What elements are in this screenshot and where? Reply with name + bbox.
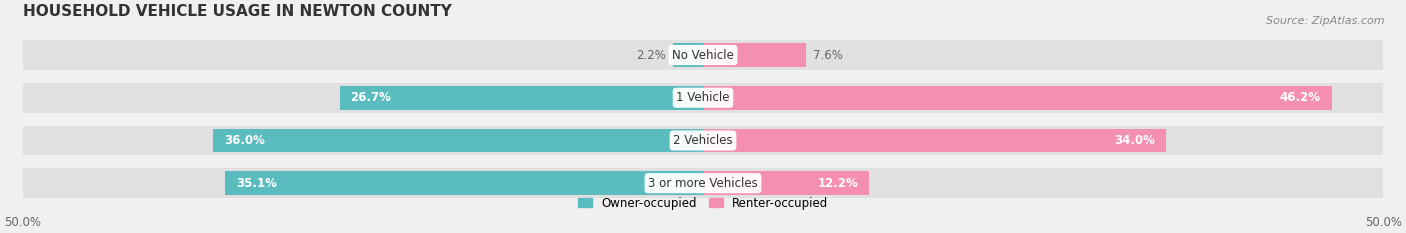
Text: 3 or more Vehicles: 3 or more Vehicles	[648, 177, 758, 190]
Text: 1 Vehicle: 1 Vehicle	[676, 91, 730, 104]
Text: 12.2%: 12.2%	[817, 177, 858, 190]
Text: 34.0%: 34.0%	[1114, 134, 1154, 147]
Bar	[22, 126, 1384, 155]
Bar	[214, 129, 703, 152]
Text: 36.0%: 36.0%	[224, 134, 264, 147]
Text: 46.2%: 46.2%	[1279, 91, 1320, 104]
Bar	[703, 86, 1331, 110]
Text: Source: ZipAtlas.com: Source: ZipAtlas.com	[1267, 16, 1385, 26]
Text: HOUSEHOLD VEHICLE USAGE IN NEWTON COUNTY: HOUSEHOLD VEHICLE USAGE IN NEWTON COUNTY	[22, 4, 451, 19]
Text: No Vehicle: No Vehicle	[672, 48, 734, 62]
Bar	[340, 86, 703, 110]
Bar	[22, 168, 1384, 198]
Text: 26.7%: 26.7%	[350, 91, 391, 104]
Bar	[225, 171, 703, 195]
Bar	[22, 83, 1384, 113]
Bar	[673, 43, 703, 67]
Bar	[703, 171, 869, 195]
Text: 2 Vehicles: 2 Vehicles	[673, 134, 733, 147]
Text: 2.2%: 2.2%	[637, 48, 666, 62]
Text: 35.1%: 35.1%	[236, 177, 277, 190]
Legend: Owner-occupied, Renter-occupied: Owner-occupied, Renter-occupied	[572, 192, 834, 214]
Bar	[703, 129, 1166, 152]
Bar	[22, 40, 1384, 70]
Bar	[703, 43, 807, 67]
Text: 7.6%: 7.6%	[813, 48, 844, 62]
